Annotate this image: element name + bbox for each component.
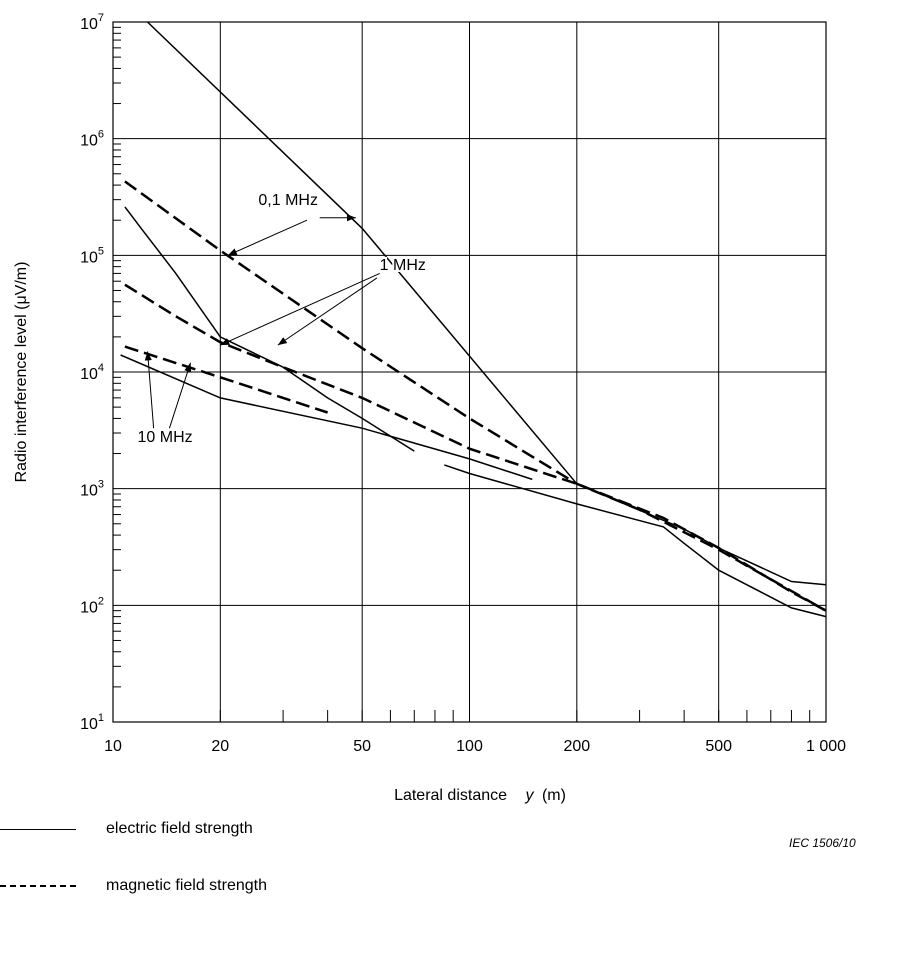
x-tick-label: 50 xyxy=(353,738,371,755)
annotation-label: 0,1 MHz xyxy=(258,192,318,209)
annotation-arrow xyxy=(277,277,378,346)
y-tick-label: 106 xyxy=(80,129,104,150)
figure-credit: IEC 1506/10 xyxy=(789,836,856,850)
x-tick-label: 20 xyxy=(211,738,229,755)
y-tick-label: 101 xyxy=(80,712,104,733)
x-tick-label: 10 xyxy=(104,738,122,755)
x-axis-label-unit: (m) xyxy=(542,787,566,804)
series-lines xyxy=(120,21,827,618)
annotation-arrow xyxy=(227,219,308,256)
magnetic-series-4 xyxy=(124,180,827,612)
annotation-arrow xyxy=(144,351,155,429)
y-axis-label: Radio interference level (μV/m) xyxy=(13,262,30,483)
grid-lines xyxy=(112,21,827,723)
x-axis-label: Lateral distance y (m) xyxy=(394,787,566,804)
x-tick-label: 500 xyxy=(705,738,732,755)
x-tick-label: 200 xyxy=(563,738,590,755)
x-tick-label: 1 000 xyxy=(806,738,846,755)
legend-electric: electric field strength xyxy=(0,820,253,838)
minor-ticks xyxy=(113,26,811,722)
electric-series-1 xyxy=(124,206,415,452)
annotations: 0,1 MHz 1 MHz 10 MHz xyxy=(136,190,428,448)
electric-series-3 xyxy=(120,354,533,481)
x-tick-label: 100 xyxy=(456,738,483,755)
legend-dashed-swatch xyxy=(0,885,76,887)
tick-labels: 10 20 50 100 200 500 1 000 101 102 103 104 105 106 10… xyxy=(80,12,846,755)
legend-magnetic: magnetic field strength xyxy=(0,877,267,895)
x-axis-label-text: Lateral distance xyxy=(394,787,507,804)
legend-magnetic-label: magnetic field strength xyxy=(106,877,267,894)
y-tick-label: 103 xyxy=(80,479,104,500)
legend-solid-swatch xyxy=(0,828,76,830)
annotation-label: 1 MHz xyxy=(380,257,426,274)
annotation-arrow xyxy=(168,362,192,429)
y-tick-label: 102 xyxy=(80,595,104,616)
y-tick-label: 107 xyxy=(80,12,104,33)
annotation-arrow xyxy=(220,272,380,346)
x-axis-label-var: y xyxy=(524,787,534,804)
y-tick-label: 105 xyxy=(80,245,104,266)
magnetic-series-5 xyxy=(124,283,827,612)
magnetic-series-6 xyxy=(124,345,328,414)
electric-series-2 xyxy=(444,464,827,618)
annotation-label: 10 MHz xyxy=(138,429,193,446)
electric-series-0 xyxy=(146,21,827,586)
plot-frame xyxy=(112,21,827,723)
y-tick-label: 104 xyxy=(80,362,104,383)
legend-electric-label: electric field strength xyxy=(106,820,253,837)
